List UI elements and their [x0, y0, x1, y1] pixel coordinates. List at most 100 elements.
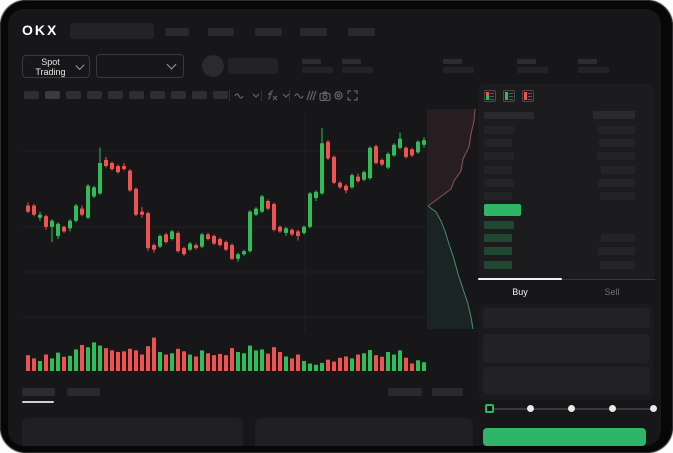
orderbook-bid-row[interactable] [478, 221, 655, 229]
timeframe-button[interactable] [66, 91, 81, 99]
ask-price-bar [484, 179, 514, 187]
ask-price-bar [484, 152, 514, 160]
chevron-down-icon[interactable] [279, 89, 292, 102]
tab-buy[interactable]: Buy [512, 287, 528, 297]
ask-price-bar [484, 126, 514, 134]
wave-icon[interactable] [233, 89, 246, 102]
bid-price-bar [484, 261, 512, 269]
compare-icon[interactable] [305, 89, 318, 102]
slider-stop-dot[interactable] [609, 405, 616, 412]
gear-icon[interactable] [332, 89, 345, 102]
orders-table-panel [22, 418, 243, 446]
bid-amount-bar [600, 261, 635, 269]
timeframe-button[interactable] [87, 91, 102, 99]
toolbar-divider [289, 90, 290, 101]
ask-amount-bar [600, 192, 635, 200]
bottom-tab-underline [22, 401, 54, 403]
total-input[interactable] [483, 367, 650, 395]
orderbook-ask-row[interactable] [478, 179, 655, 187]
orderbook-view-combined-icon[interactable] [484, 90, 496, 102]
volume-chart[interactable] [22, 333, 426, 371]
camera-icon[interactable] [318, 89, 331, 102]
bid-price-bar [484, 221, 514, 229]
bottom-tab-open-orders[interactable] [22, 388, 55, 396]
timeframe-button[interactable] [171, 91, 186, 99]
orderbook-bid-row[interactable] [478, 234, 655, 242]
bottom-action-2[interactable] [432, 388, 463, 396]
candlestick-chart[interactable] [22, 111, 426, 333]
fx-icon[interactable] [265, 89, 278, 102]
timeframe-button[interactable] [213, 91, 228, 99]
bid-price-bar [484, 247, 512, 255]
ask-price-bar [484, 166, 512, 174]
nav-item-1[interactable] [165, 28, 189, 36]
timeframe-button[interactable] [150, 91, 165, 99]
ask-amount-bar [598, 126, 635, 134]
chevron-down-icon[interactable] [249, 89, 262, 102]
history-table-panel [255, 418, 473, 446]
orderbook-ask-row[interactable] [478, 126, 655, 134]
stat-24h-high [342, 59, 376, 73]
orderbook-price-header [484, 112, 534, 119]
stat-24h-change [302, 59, 336, 73]
chevron-down-icon [75, 60, 85, 70]
nav-item-5[interactable] [348, 28, 375, 36]
orderbook-view-bids-icon[interactable] [503, 90, 515, 102]
stat-24h-volume-base [517, 59, 551, 73]
slider-stop-dot[interactable] [650, 405, 657, 412]
timeframe-button[interactable] [192, 91, 207, 99]
orderbook-view-asks-icon[interactable] [522, 90, 534, 102]
orderbook-bid-row[interactable] [478, 247, 655, 255]
ask-amount-bar [597, 152, 635, 160]
pair-avatar [202, 55, 224, 77]
slider-stop-dot[interactable] [568, 405, 575, 412]
pair-dropdown[interactable] [96, 54, 184, 78]
ask-amount-bar [599, 139, 635, 147]
search-input[interactable] [70, 23, 154, 39]
fullscreen-icon[interactable] [346, 89, 359, 102]
last-price-placeholder [228, 58, 278, 74]
orderbook-ask-row[interactable] [478, 139, 655, 147]
last-price-badge[interactable] [484, 204, 521, 216]
active-tab-underline [478, 278, 562, 280]
tab-sell[interactable]: Sell [604, 287, 620, 297]
slider-stop-dot[interactable] [527, 405, 534, 412]
orderbook-ask-row[interactable] [478, 192, 655, 200]
nav-item-3[interactable] [255, 28, 282, 36]
toolbar-divider [229, 90, 230, 101]
trade-form-panel [479, 304, 654, 400]
toolbar-divider [261, 90, 262, 101]
timeframe-button[interactable] [45, 91, 60, 99]
nav-item-4[interactable] [300, 28, 327, 36]
timeframe-button[interactable] [108, 91, 123, 99]
stat-24h-volume-quote [578, 59, 612, 73]
orderbook-ask-row[interactable] [478, 166, 655, 174]
bottom-action-1[interactable] [388, 388, 422, 396]
price-input[interactable] [483, 308, 650, 328]
timeframe-button[interactable] [24, 91, 39, 99]
depth-chart[interactable] [427, 109, 481, 331]
timeframe-button[interactable] [129, 91, 144, 99]
bottom-tab-order-history[interactable] [67, 388, 100, 396]
nav-item-2[interactable] [208, 28, 234, 36]
app-window: OKX Spot Trading [8, 9, 661, 446]
stat-24h-low [443, 59, 477, 73]
bid-amount-bar [601, 234, 635, 242]
tabs-divider [478, 279, 655, 280]
orderbook-ask-row[interactable] [478, 152, 655, 160]
wave-icon[interactable] [293, 89, 306, 102]
market-type-selector[interactable]: Spot Trading [22, 55, 90, 78]
okx-logo: OKX [22, 22, 59, 38]
bid-price-bar [484, 234, 512, 242]
bid-amount-bar [598, 247, 635, 255]
orderbook-bid-row[interactable] [478, 261, 655, 269]
chevron-down-icon [166, 59, 177, 70]
amount-input[interactable] [483, 334, 650, 363]
ask-price-bar [484, 139, 512, 147]
slider-handle[interactable] [485, 404, 494, 413]
market-type-label: Spot Trading [35, 56, 66, 77]
buy-submit-button[interactable] [483, 428, 646, 446]
ask-amount-bar [601, 166, 635, 174]
ask-price-bar [484, 192, 512, 200]
